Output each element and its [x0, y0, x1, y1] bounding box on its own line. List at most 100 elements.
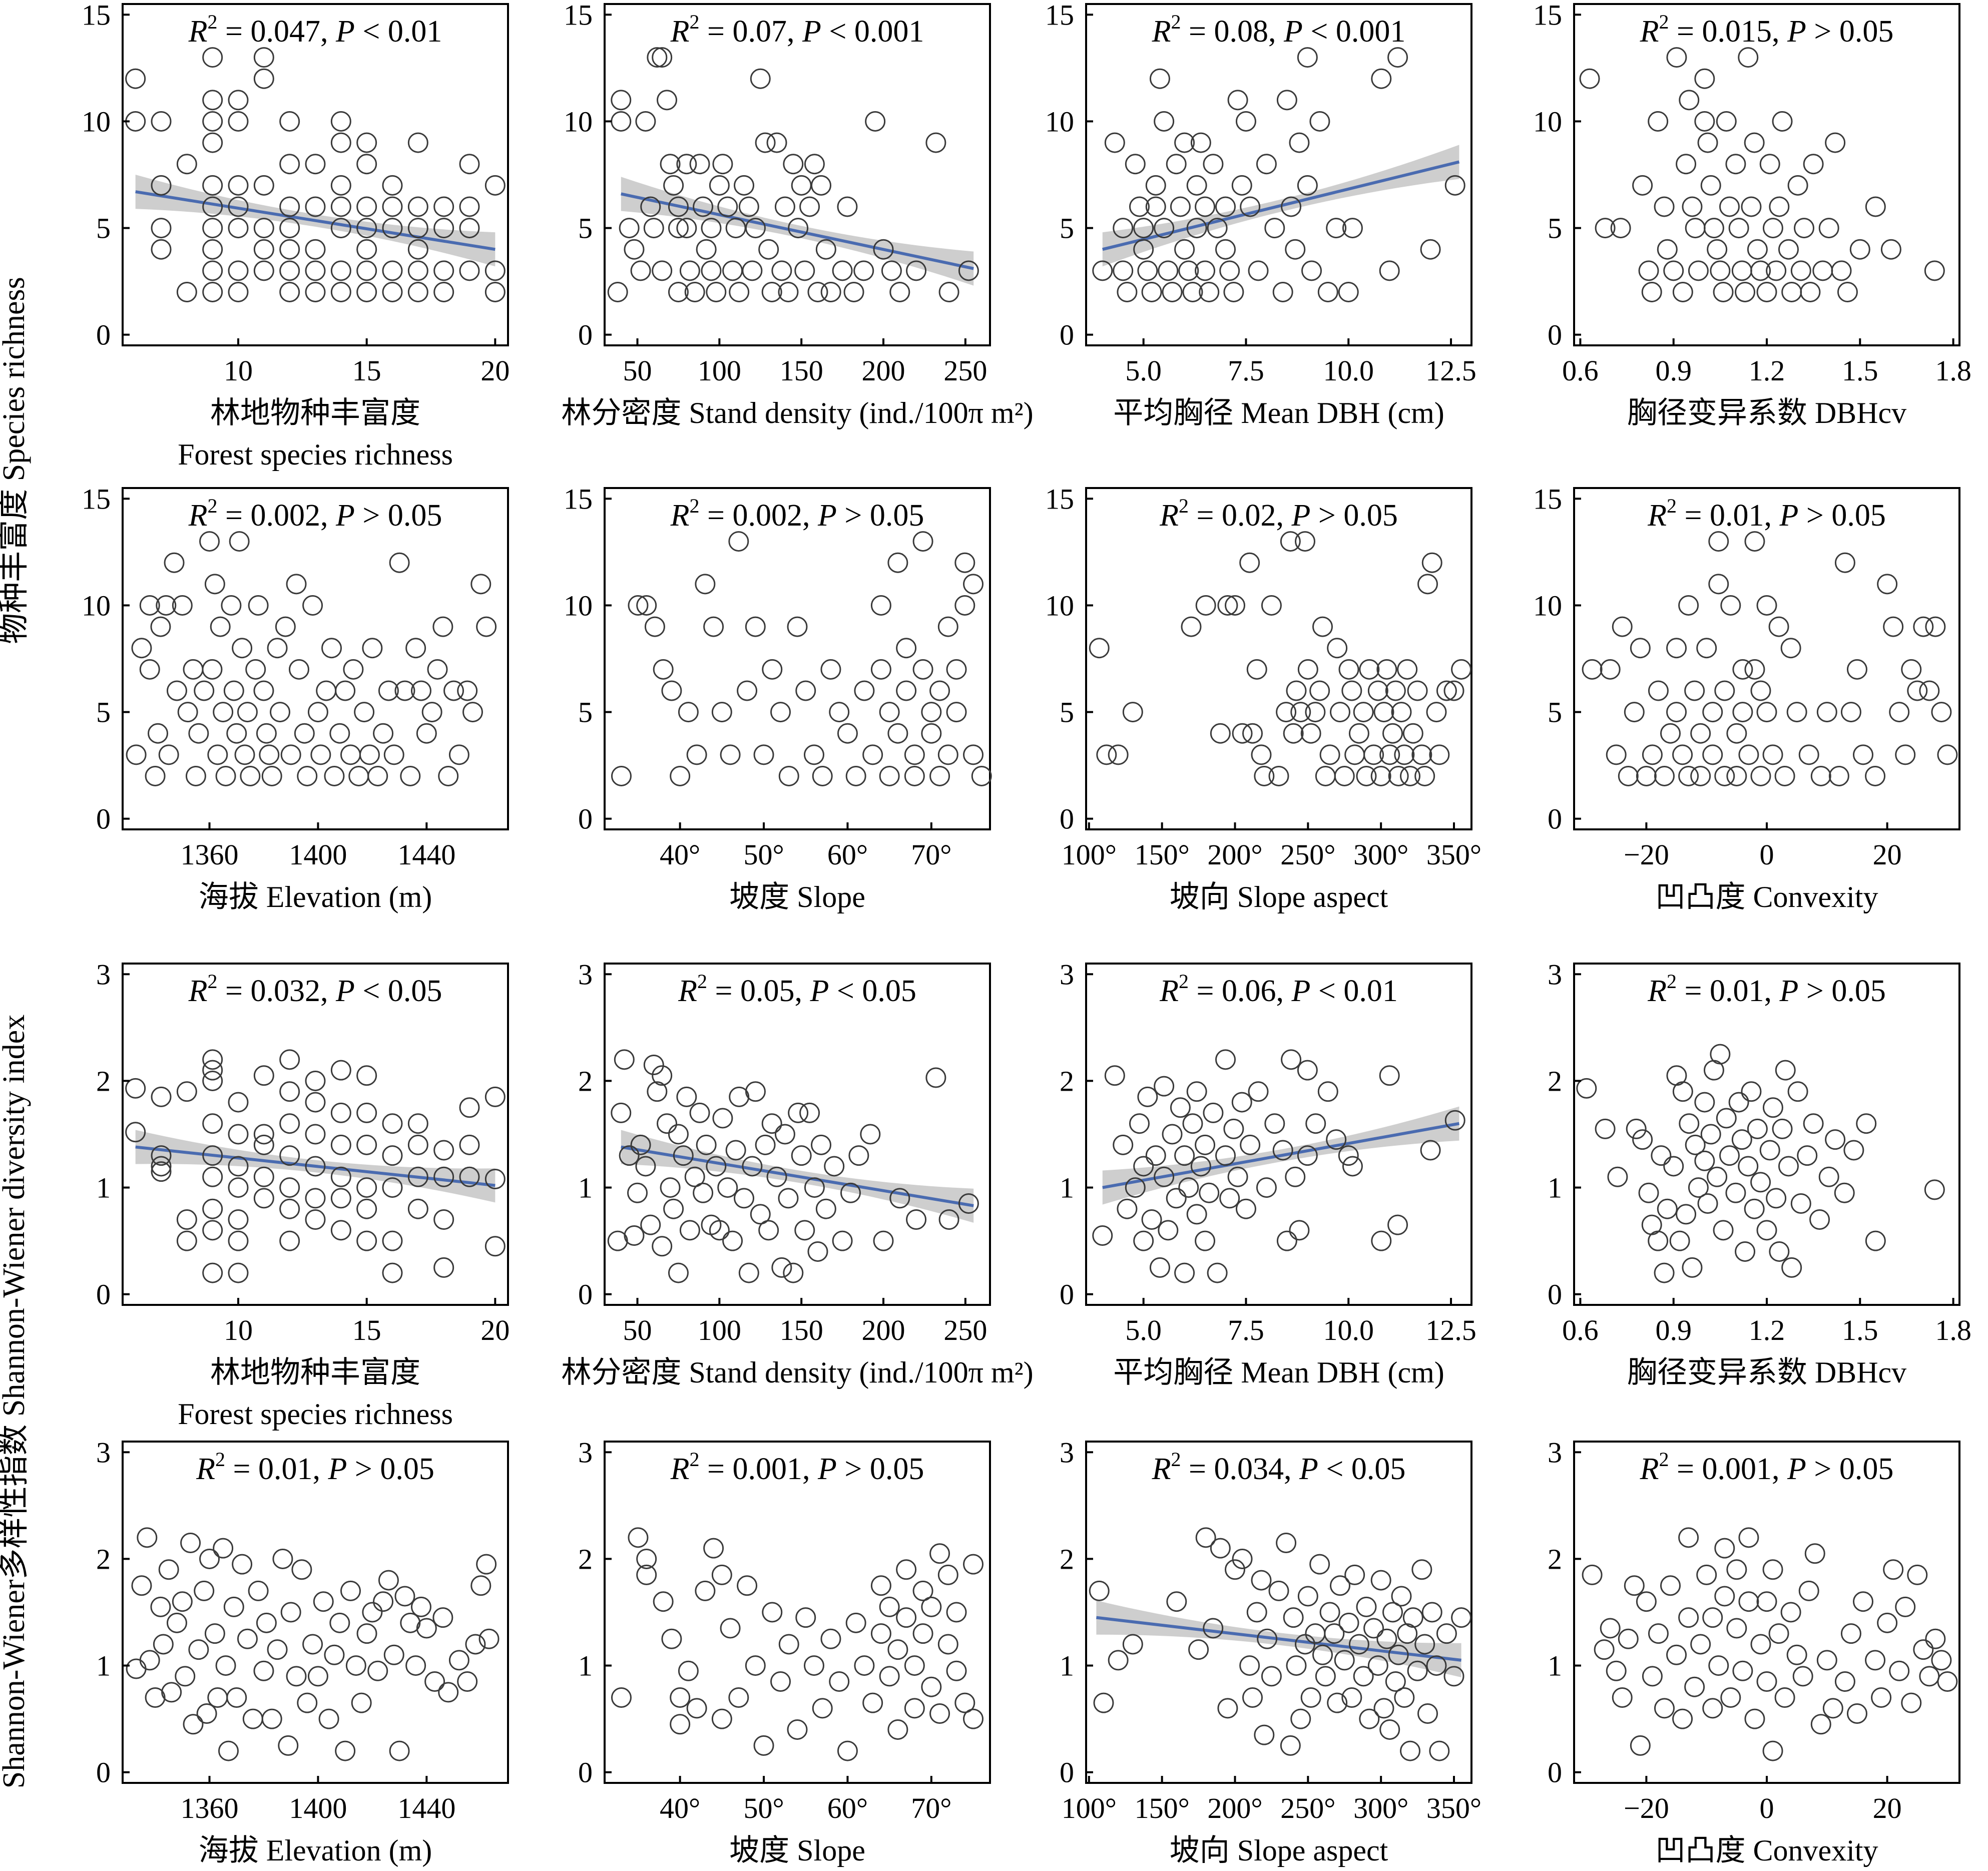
data-point	[787, 1719, 808, 1740]
data-point	[158, 1559, 179, 1580]
data-point	[1429, 1740, 1450, 1761]
data-point	[176, 1230, 197, 1251]
x-axis-label: 坡度 Slope	[729, 1834, 865, 1867]
x-tick-label: 40°	[660, 1792, 700, 1824]
data-point	[329, 723, 350, 744]
y-tick-label: 15	[564, 0, 593, 31]
data-point	[1871, 1687, 1892, 1708]
data-point	[703, 616, 724, 637]
data-point	[738, 196, 759, 217]
p-value: > 0.05	[837, 499, 924, 533]
x-tick-label: 150	[780, 354, 823, 387]
r-squared-exponent: 2	[1171, 11, 1181, 33]
data-point	[643, 218, 664, 239]
data-point	[1624, 1575, 1645, 1596]
data-point	[1731, 260, 1752, 281]
data-point	[1397, 1623, 1418, 1644]
p-symbol: P	[328, 1452, 347, 1486]
data-point	[1141, 281, 1162, 302]
x-axis-label: 林地物种丰富度	[210, 396, 420, 429]
data-point	[607, 281, 628, 302]
data-point	[722, 1230, 743, 1251]
data-point	[1726, 1559, 1747, 1580]
data-point	[738, 1262, 759, 1283]
data-point	[223, 1596, 244, 1617]
data-point	[151, 1161, 172, 1182]
data-point	[1215, 239, 1236, 260]
data-point	[1356, 1596, 1377, 1617]
data-point	[272, 1548, 293, 1569]
data-point	[873, 239, 894, 260]
data-point	[177, 702, 198, 723]
data-point	[1707, 239, 1728, 260]
data-point	[151, 111, 172, 132]
data-point	[906, 1209, 927, 1230]
data-point	[407, 196, 428, 217]
data-point	[1117, 281, 1138, 302]
data-point	[670, 765, 691, 786]
data-point	[150, 1596, 171, 1617]
data-point	[484, 260, 506, 281]
data-point	[1174, 239, 1195, 260]
data-point	[1295, 1634, 1315, 1655]
data-point	[1708, 531, 1729, 552]
data-point	[912, 1580, 933, 1601]
r-squared-value: = 0.034,	[1181, 1452, 1299, 1486]
data-point	[1385, 680, 1406, 701]
data-point	[394, 680, 415, 701]
data-point	[1309, 1554, 1330, 1575]
data-point	[820, 659, 841, 680]
data-point	[1816, 1650, 1837, 1671]
data-point	[640, 196, 661, 217]
data-point	[1610, 218, 1631, 239]
data-point	[803, 1655, 824, 1676]
data-point	[1768, 1623, 1789, 1644]
data-point	[963, 1708, 984, 1729]
r-squared-value: = 0.002,	[218, 499, 336, 533]
data-point	[925, 132, 946, 153]
data-point	[1678, 765, 1699, 786]
x-tick-label: −20	[1624, 1792, 1669, 1824]
data-point	[1702, 1607, 1723, 1628]
data-point	[1170, 1097, 1191, 1118]
stat-annotation: R2 = 0.08, P < 0.001	[1152, 11, 1406, 49]
plot-frame	[1573, 1441, 1960, 1784]
data-point	[253, 1660, 274, 1681]
data-point	[407, 239, 428, 260]
data-point	[1092, 1225, 1113, 1246]
p-value: > 0.05	[1310, 499, 1397, 533]
data-point	[676, 218, 697, 239]
data-point	[829, 702, 850, 723]
data-point	[1297, 175, 1318, 196]
data-point	[1762, 744, 1783, 765]
data-point	[1600, 659, 1621, 680]
p-symbol: P	[1787, 15, 1806, 49]
data-point	[166, 1612, 187, 1633]
data-point	[1420, 1140, 1441, 1161]
data-point	[1334, 765, 1355, 786]
data-point	[1289, 132, 1310, 153]
data-point	[213, 702, 234, 723]
x-tick-label: 250	[943, 354, 987, 387]
data-point	[1790, 1193, 1811, 1214]
x-tick-label: 1400	[289, 838, 347, 871]
data-point	[778, 281, 799, 302]
data-point	[1786, 1644, 1807, 1665]
r-squared-exponent: 2	[690, 495, 700, 517]
x-tick-label: 50	[623, 354, 652, 387]
data-point	[356, 1134, 377, 1155]
x-tick-label: 1360	[181, 838, 239, 871]
data-point	[1219, 1188, 1240, 1209]
y-tick-label: 10	[1045, 105, 1074, 138]
x-axis-label: 凹凸度 Convexity	[1656, 1834, 1878, 1867]
panel-10: 0 1 2 3 50 100 150 200 250 林分密度 Stand density (in…	[561, 958, 1033, 1389]
data-point	[937, 744, 958, 765]
data-point	[1780, 1602, 1801, 1623]
data-point	[824, 1156, 845, 1177]
data-point	[611, 90, 632, 111]
r-squared-exponent: 2	[215, 1448, 225, 1471]
data-point	[937, 1564, 958, 1585]
y-tick-label: 10	[564, 589, 593, 622]
data-point	[729, 1086, 750, 1107]
data-point	[1612, 616, 1633, 637]
